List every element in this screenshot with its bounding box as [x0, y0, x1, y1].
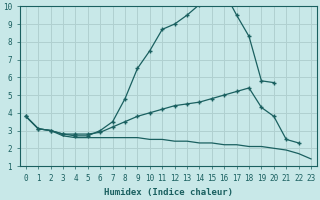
X-axis label: Humidex (Indice chaleur): Humidex (Indice chaleur)	[104, 188, 233, 197]
